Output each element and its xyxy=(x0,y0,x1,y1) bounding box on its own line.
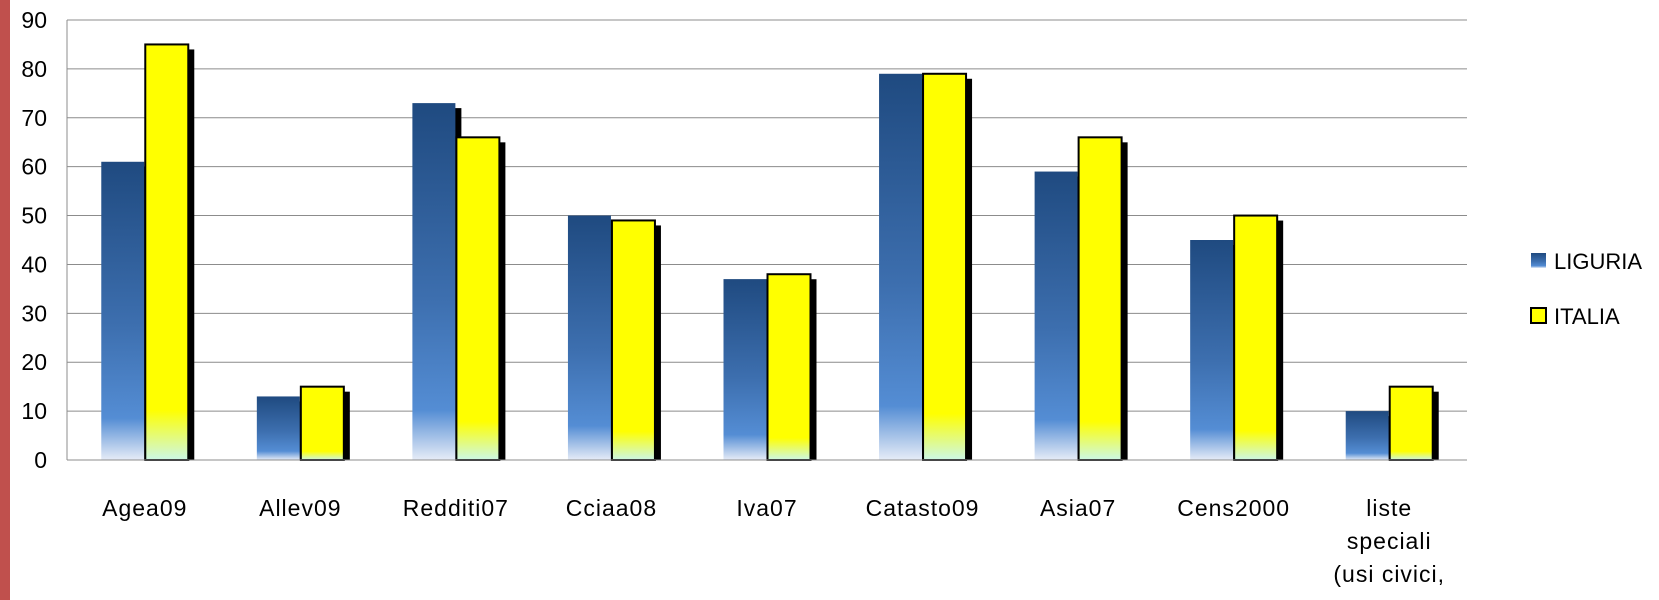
y-tick-label: 80 xyxy=(21,56,47,82)
bar-liguria xyxy=(1034,171,1078,461)
x-tick-label: Cciaa08 xyxy=(566,495,657,521)
x-tick-label: Asia07 xyxy=(1040,495,1116,521)
bar-italia xyxy=(299,385,345,461)
legend-label-italia: ITALIA xyxy=(1554,304,1620,329)
x-tick-label: Allev09 xyxy=(259,495,341,521)
bars xyxy=(67,43,1467,462)
x-tick-label: speciali xyxy=(1347,528,1432,554)
y-tick-label: 40 xyxy=(21,251,47,277)
bar-liguria xyxy=(723,279,767,460)
slide-left-edge-bar xyxy=(0,0,10,600)
bar-liguria xyxy=(879,73,923,461)
bar-italia xyxy=(455,136,501,461)
bar-italia xyxy=(144,43,190,461)
x-tick-label: Cens2000 xyxy=(1177,495,1290,521)
legend-swatch-italia xyxy=(1530,307,1547,324)
y-tick-label: 10 xyxy=(21,398,47,424)
bar-italia xyxy=(922,72,968,462)
x-axis-labels: Agea09 Allev09 Redditi07 Cciaa08 Iva07 Catast… xyxy=(102,495,1445,587)
x-tick-label: liste xyxy=(1366,495,1412,521)
y-tick-label: 20 xyxy=(21,349,47,375)
bar-italia xyxy=(1077,136,1123,461)
bar-italia xyxy=(610,219,656,461)
x-tick-label: Redditi07 xyxy=(403,495,509,521)
legend: LIGURIA ITALIA xyxy=(1530,249,1642,329)
x-tick-label: Agea09 xyxy=(102,495,187,521)
bar-italia xyxy=(1388,385,1434,461)
x-tick-label: Iva07 xyxy=(736,495,797,521)
y-tick-label: 90 xyxy=(21,7,47,33)
x-tick-label: (usi civici, xyxy=(1333,561,1445,587)
bar-liguria xyxy=(567,215,611,460)
bar-liguria xyxy=(1345,411,1389,460)
y-axis-ticks: 0 10 20 30 40 50 60 70 80 90 xyxy=(21,7,47,473)
y-tick-label: 50 xyxy=(21,203,47,229)
y-tick-label: 70 xyxy=(21,105,47,131)
bar-liguria xyxy=(1190,240,1234,460)
legend-label-liguria: LIGURIA xyxy=(1554,249,1642,274)
bar-liguria xyxy=(256,396,300,460)
y-tick-label: 30 xyxy=(21,300,47,326)
bar-italia xyxy=(766,273,812,461)
x-tick-label: Catasto09 xyxy=(866,495,980,521)
legend-swatch-liguria xyxy=(1531,253,1546,268)
bar-liguria xyxy=(412,103,456,460)
y-tick-label: 60 xyxy=(21,154,47,180)
bar-italia xyxy=(1233,214,1279,461)
y-tick-label: 0 xyxy=(34,447,47,473)
bar-liguria xyxy=(101,161,145,460)
